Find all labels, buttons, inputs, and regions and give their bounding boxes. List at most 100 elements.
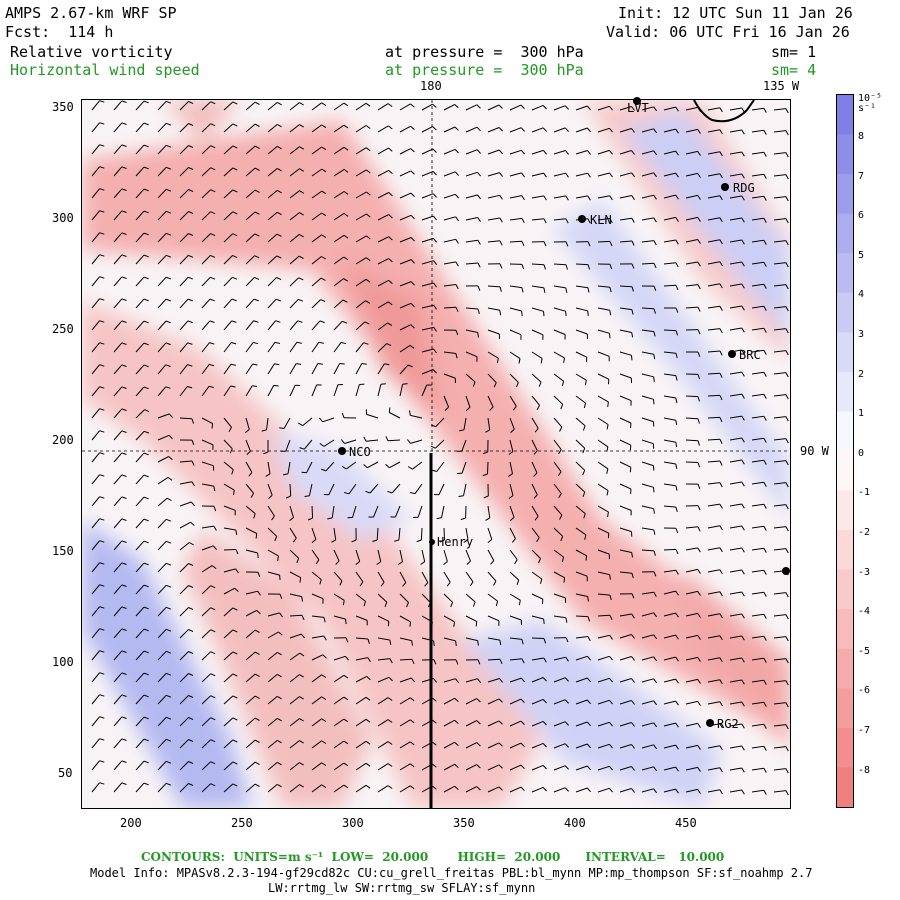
wind-barb <box>619 307 632 311</box>
wind-barb <box>421 215 434 221</box>
wind-barb <box>113 342 123 353</box>
wind-barb-flag <box>143 474 149 478</box>
wind-barb-flag <box>121 188 127 191</box>
station-marker-nco <box>338 447 346 455</box>
wind-barb <box>509 217 522 221</box>
wind-barb-flag <box>143 562 149 566</box>
wind-barb <box>685 634 698 639</box>
wind-barb <box>399 677 412 683</box>
wind-barb-flag <box>653 217 657 223</box>
wind-barb-flag <box>343 740 349 745</box>
wind-barb-flag <box>99 452 105 455</box>
wind-barb <box>707 217 720 221</box>
wind-barb <box>377 676 390 683</box>
wind-barb-flag <box>407 364 413 368</box>
wind-barb-flag <box>210 145 216 149</box>
wind-barb-flag <box>232 123 238 127</box>
wind-barb-flag <box>232 607 238 611</box>
wind-barb <box>597 549 610 555</box>
wind-barb-flag <box>166 738 172 742</box>
wind-barb-flag <box>653 285 657 291</box>
wind-barb <box>377 615 390 622</box>
wind-barb-flag <box>99 144 105 147</box>
wind-barb <box>201 565 213 573</box>
wind-barb-flag <box>609 218 613 224</box>
wind-barb-flag <box>785 218 789 224</box>
wind-barb-flag <box>188 673 194 676</box>
wind-barb-flag <box>543 618 545 624</box>
wind-barb <box>663 216 676 221</box>
wind-barb <box>377 363 385 375</box>
wind-barb <box>421 369 434 375</box>
wind-barb <box>531 329 544 336</box>
wind-barb-flag <box>298 255 304 259</box>
wind-barb <box>157 606 167 617</box>
wind-barb <box>267 461 271 474</box>
colorbar-swatch <box>837 490 853 531</box>
wind-barb <box>509 593 521 601</box>
wind-barb-flag <box>584 380 587 386</box>
wind-barb-flag <box>490 560 495 565</box>
colorbar-label: -8 <box>858 764 871 776</box>
wind-barb <box>179 542 190 551</box>
wind-barb-flag <box>282 473 289 476</box>
wind-barb-flag <box>495 600 499 607</box>
field2-smoothing: sm= 4 <box>771 61 817 79</box>
wind-barb <box>597 373 610 380</box>
wind-barb-flag <box>188 695 194 698</box>
wind-barb <box>377 343 387 353</box>
colorbar-label: -1 <box>858 487 871 499</box>
wind-barb <box>707 701 720 705</box>
wind-barb <box>619 678 632 683</box>
wind-barb <box>289 320 299 331</box>
wind-barb <box>113 166 123 177</box>
wind-barb <box>597 351 610 357</box>
wind-barb <box>707 107 720 111</box>
wind-barb-flag <box>631 128 635 133</box>
wind-barb-flag <box>560 536 564 542</box>
wind-barb-flag <box>433 327 437 332</box>
wind-barb <box>751 591 764 595</box>
wind-barb <box>641 527 654 531</box>
wind-barb-flag <box>719 657 723 663</box>
wind-barb <box>685 744 698 749</box>
wind-barb <box>553 765 566 771</box>
wind-barb <box>751 789 764 793</box>
wind-barb <box>553 195 566 199</box>
wind-barb-flag <box>432 193 437 198</box>
wind-barb <box>91 474 100 485</box>
wind-barb-flag <box>499 240 503 246</box>
wind-barb <box>355 257 367 265</box>
wind-barb <box>509 615 522 621</box>
wind-barb <box>267 124 278 133</box>
wind-barb <box>223 783 234 793</box>
wind-barb <box>531 439 538 451</box>
wind-barb <box>157 782 167 793</box>
wind-barb-flag <box>188 211 194 214</box>
wind-barb <box>641 373 654 378</box>
wind-barb <box>531 505 539 517</box>
wind-barb <box>135 210 145 221</box>
wind-barb <box>223 298 233 309</box>
wind-barb-flag <box>697 329 701 335</box>
wind-barb-flag <box>454 697 459 702</box>
wind-barb-flag <box>697 635 701 640</box>
wind-barb <box>179 651 189 661</box>
colorbar-label: -2 <box>858 527 871 538</box>
wind-barb-flag <box>455 307 459 313</box>
wind-barb-flag <box>343 762 349 767</box>
wind-barb-flag <box>455 640 457 646</box>
wind-barb-flag <box>475 621 478 627</box>
wind-barb <box>663 612 676 617</box>
wind-barb-flag <box>653 592 657 597</box>
wind-barb-flag <box>410 677 415 683</box>
wind-barb-flag <box>166 628 172 632</box>
wind-barb <box>355 342 364 353</box>
wind-barb-flag <box>631 106 635 111</box>
wind-barb-flag <box>697 151 701 156</box>
wind-barb-flag <box>321 718 327 722</box>
wind-barb-flag <box>741 239 745 245</box>
wind-barb <box>773 460 786 463</box>
wind-barb <box>223 568 236 573</box>
wind-barb <box>531 593 544 600</box>
